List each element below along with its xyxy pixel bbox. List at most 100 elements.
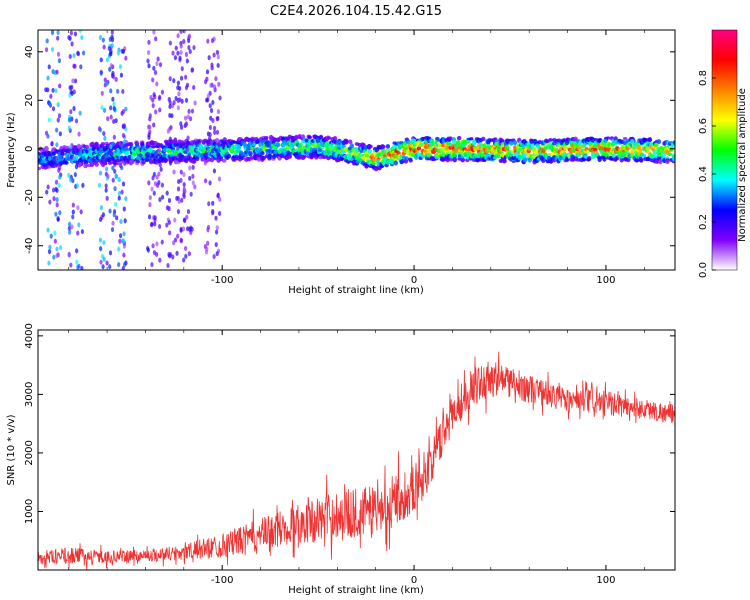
spectrogram-noise-cell [207,136,212,142]
spectrogram-noise-cell [73,63,77,69]
spectrogram-cell [512,140,518,146]
spectrogram-cell [76,143,82,149]
spectrogram-noise-cell [188,175,192,181]
spectrogram-noise-cell [160,89,165,95]
spectrogram-heatmap [38,30,675,270]
spectrogram-noise-cell [205,69,210,75]
spectrogram-noise-cell [99,57,103,63]
spectrogram-cell [125,147,130,152]
spectrogram-noise-cell [48,244,52,250]
x-tick-label: -100 [211,575,234,586]
colorbar-tick-label: 0.6 [698,118,709,134]
spectrogram-noise-cell [109,151,114,157]
spectrogram-noise-cell [210,38,215,44]
spectrogram-cell [605,136,611,140]
spectrogram-noise-cell [70,224,74,230]
spectrogram-cell [129,159,134,166]
spectrogram-noise-cell [205,76,209,82]
snr-panel: -100 0 100 1000 2000 3000 4000 Height of stra… [6,323,676,596]
spectrogram-cell [509,140,514,146]
spectrogram-noise-cell [80,35,84,41]
spectrogram-noise-cell [68,54,72,60]
spectrogram-noise-cell [58,174,62,180]
spectrogram-noise-cell [70,41,74,47]
spectrogram-noise-cell [154,36,158,42]
spectrogram-cell [44,146,49,152]
spectrogram-cell [275,142,281,148]
spectrogram-cell [654,142,659,148]
spectrogram-noise-cell [103,77,107,83]
spectrogram-noise-cell [218,211,222,217]
spectrogram-cell [60,152,65,156]
spectrogram-noise-cell [173,55,178,61]
spectrogram-noise-cell [50,46,55,52]
spectrogram-noise-cell [187,33,192,39]
spectrogram-noise-cell [121,181,126,187]
spectrogram-x-ticks: -100 0 100 [68,30,645,286]
spectrogram-noise-cell [58,131,62,137]
spectrogram-noise-cell [78,162,82,168]
spectrogram-noise-cell [160,182,164,188]
spectrogram-noise-cell [176,33,180,39]
spectrogram-noise-cell [175,195,179,201]
spectrogram-noise-cell [67,34,71,40]
spectrogram-noise-cell [209,108,214,114]
spectrogram-noise-cell [54,179,59,185]
spectrogram-noise-cell [114,202,118,208]
spectrogram-noise-cell [48,101,52,107]
spectrogram-noise-cell [211,117,215,123]
spectrogram-noise-cell [166,262,170,268]
spectrogram-noise-cell [208,103,212,109]
spectrogram-noise-cell [178,152,182,158]
spectrogram-noise-cell [73,31,78,37]
spectrogram-noise-cell [215,251,219,257]
spectrogram-noise-cell [217,81,221,87]
spectrogram-noise-cell [180,66,184,72]
spectrogram-noise-cell [109,48,113,54]
spectrogram-cell [38,166,42,171]
spectrogram-noise-cell [69,30,73,36]
spectrogram-noise-cell [179,169,183,175]
spectrogram-cell [630,139,635,145]
spectrogram-noise-cell [176,80,181,86]
spectrogram-noise-cell [172,169,176,175]
spectrogram-noise-cell [100,105,104,111]
spectrogram-cell [563,145,568,151]
spectrogram-noise-cell [160,194,165,200]
spectrogram-noise-cell [51,106,56,112]
spectrogram-noise-cell [147,152,151,158]
spectrogram-noise-cell [179,178,183,184]
spectrogram-noise-cell [46,75,50,81]
spectrogram-cell [669,147,674,151]
spectrogram-noise-cell [124,196,128,202]
spectrogram-noise-cell [216,63,220,69]
spectrogram-cell [647,137,653,143]
spectrogram-cell [87,147,92,152]
spectrogram-noise-cell [168,136,172,142]
y-tick-label: 4000 [24,323,35,348]
spectrogram-noise-cell [211,200,215,206]
spectrogram-cell [368,144,373,149]
spectrogram-cell [393,160,398,166]
spectrogram-noise-cell [57,113,62,119]
spectrogram-noise-cell [212,52,216,58]
spectrogram-x-axis-label: Height of straight line (km) [288,285,424,296]
spectrogram-cell [125,150,130,155]
spectrogram-noise-cell [121,108,126,114]
spectrogram-noise-cell [193,100,197,106]
spectrogram-noise-cell [106,116,110,122]
spectrogram-noise-cell [56,30,60,36]
spectrogram-noise-cell [82,155,86,161]
spectrogram-noise-cell [50,30,55,36]
spectrogram-cell [267,153,272,159]
spectrogram-cell [435,136,440,141]
spectrogram-noise-cell [121,123,125,129]
y-tick-label: 20 [24,94,35,107]
spectrogram-noise-cell [191,164,195,170]
spectrogram-noise-cell [115,215,119,221]
spectrogram-cell [102,161,108,166]
spectrogram-noise-cell [180,142,184,148]
spectrogram-noise-cell [67,125,71,131]
spectrogram-noise-cell [69,89,73,95]
spectrogram-noise-cell [215,129,220,135]
